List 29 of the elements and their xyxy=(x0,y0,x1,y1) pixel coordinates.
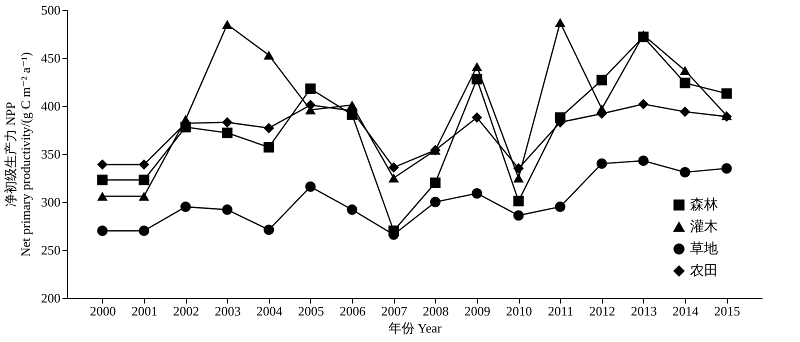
x-tick-label: 2005 xyxy=(298,304,324,318)
y-axis-title: 净初级生产力 NPP Net primary productivity/(g C m⁻² a⁻¹) xyxy=(3,52,33,257)
x-tick-label: 2006 xyxy=(340,304,366,318)
x-tick-label: 2012 xyxy=(589,304,616,318)
legend-label: 灌木 xyxy=(690,219,718,235)
x-tick-label: 2009 xyxy=(464,304,490,318)
y-tick-label: 350 xyxy=(41,146,60,162)
x-tick-label: 2014 xyxy=(672,304,700,318)
x-tick-label: 2007 xyxy=(381,304,408,318)
x-tick-label: 2003 xyxy=(214,304,241,318)
y-tick-label: 250 xyxy=(41,242,60,258)
legend-label: 草地 xyxy=(690,241,718,257)
x-tick-label: 2004 xyxy=(256,304,283,318)
x-axis-title: 年份 Year xyxy=(388,320,442,336)
x-tick-label: 2008 xyxy=(422,304,449,318)
x-tick-label: 2000 xyxy=(90,304,116,318)
y-tick-label: 200 xyxy=(41,290,60,306)
y-tick-label: 300 xyxy=(41,194,60,210)
y-tick-label: 450 xyxy=(41,50,60,66)
y-tick-label: 400 xyxy=(41,98,60,114)
x-tick-label: 2001 xyxy=(131,304,158,318)
x-tick-label: 2015 xyxy=(714,304,740,318)
x-tick-label: 2002 xyxy=(173,304,200,318)
legend-label: 农田 xyxy=(690,263,718,279)
x-tick-label: 2010 xyxy=(506,304,532,318)
x-tick-label: 2013 xyxy=(630,304,657,318)
legend-label: 森林 xyxy=(690,197,718,213)
y-tick-label: 500 xyxy=(41,2,60,18)
x-tick-label: 2011 xyxy=(548,304,574,318)
